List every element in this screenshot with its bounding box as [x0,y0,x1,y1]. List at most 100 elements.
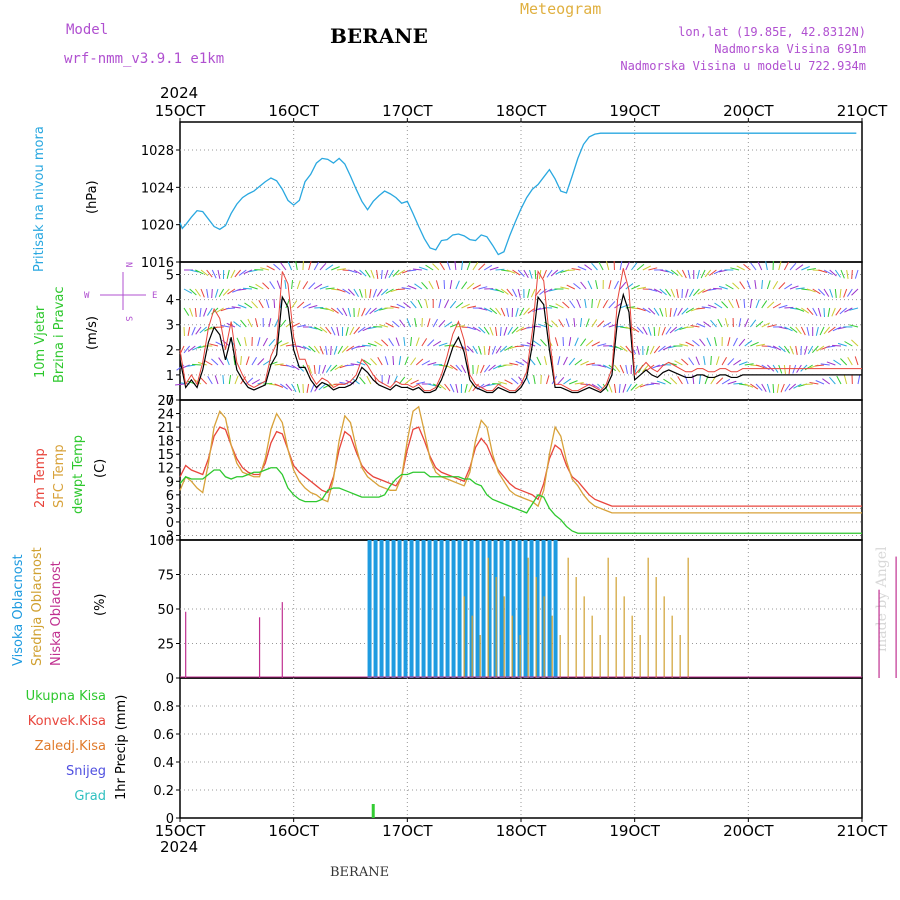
wind-arrow [772,345,782,351]
wind-arrow [543,288,553,294]
wind-arrow [819,326,825,336]
temp-ytick-label: -3 [161,529,174,544]
wind-arrow [642,364,649,373]
x-tick-label-top: 20OCT [723,102,774,120]
wind-arrow [625,364,628,374]
wind-arrow [444,383,451,392]
wind-arrow [738,361,748,366]
wind-arrow [481,383,491,389]
compass-s: S [123,316,133,321]
wind-arrow [461,303,470,309]
wind-arrow [659,307,664,317]
wind-arrow [562,301,570,309]
high-cloud-bar [541,540,546,678]
wind-arrow [302,345,312,351]
wind-arrow [476,364,480,374]
wind-arrow [749,319,757,328]
wind-arrow [291,300,298,309]
wind-arrow [670,288,676,298]
wind-arrow [276,280,281,290]
wind-ytick-label: 1 [166,369,174,384]
wind-arrow [688,357,695,366]
wind-arrow [854,269,859,279]
wind-arrow [631,262,638,271]
wind-arrow [827,326,836,333]
wind-arrow [258,299,264,309]
wind-arrow [728,300,734,309]
wind-arrow [468,383,474,393]
wind-arrow [549,305,558,309]
wind-arrow [713,287,723,290]
wind-arrow [495,307,502,316]
temp-series-2 [179,467,862,534]
wind-arrow [804,345,808,355]
wind-arrow [714,302,723,309]
wind-arrow [571,267,581,271]
wind-arrow [234,269,242,278]
wind-arrow [200,288,205,298]
wind-arrow [403,337,406,347]
wind-arrow [488,364,496,372]
wind-arrow [783,364,786,374]
temp-ytick-label: 21 [157,421,174,436]
wind-arrow [407,285,417,290]
wind-arrow [308,364,313,374]
wind-arrow [815,380,825,385]
wind-arrow [587,280,593,290]
x-axis-bottom: 15OCT 16OCT 17OCT 18OCT 19OCT 20OCT 21OCT [155,818,888,840]
wind-arrow [285,383,293,392]
wind-arrow [410,336,412,347]
wind-arrow [608,280,612,290]
wind-arrow [187,345,196,352]
wind-arrow [744,383,754,388]
wind-arrow [750,262,757,271]
wind-arrow [302,303,312,309]
cloud-ytick-label: 0 [166,672,174,687]
wind-arrow [795,326,802,335]
precip-ytick-label: 0.8 [153,700,174,715]
wind-arrow [444,364,454,369]
wind-arrow [418,266,428,271]
wind-arrow [348,269,358,274]
wind-arrow [356,345,366,348]
x-tick-label-top: 17OCT [382,102,433,120]
panels: 1016102010241028012345-30369121518212427… [141,121,897,827]
wind-arrow [432,383,442,389]
wind-arrow [839,288,842,298]
wind-arrow [642,265,652,271]
wind-arrow [228,375,232,385]
precip-labels: Ukupna Kisa Konvek.Kisa Zaledj.Kisa Snij… [26,689,129,804]
wind-arrow [251,357,258,366]
wind-arrow [743,263,751,271]
wind-arrow [634,383,644,390]
model-name: wrf-nmm_v3.9.1 e1km [64,51,224,67]
high-cloud-bar [553,540,558,678]
wind-arrow [517,288,521,298]
wind-arrow [573,317,576,328]
wind-arrow [279,319,287,328]
wind-arrow [287,261,293,271]
wind-arrow [674,326,683,332]
wind-ytick-label: 4 [166,294,174,309]
temp-ytick-label: 15 [157,448,174,463]
wind-arrow [199,307,202,317]
wind-arrow [703,321,712,328]
wind-arrow [421,281,428,290]
wind-arrow [230,269,236,279]
wind-arrow [849,307,859,311]
wind-arrow [503,326,508,336]
wind-arrow [602,364,612,370]
year-label-bottom: 2024 [160,838,198,856]
wind-arrow [584,299,587,309]
wind-arrow [669,326,678,334]
station-title: BERANE [330,24,428,48]
wind-arrow [359,376,366,385]
wind-arrow [218,357,225,366]
wind-arrow [381,339,389,347]
wind-arrow [237,288,247,291]
wind-arrow [789,285,799,290]
wind-arrow [637,286,647,290]
wind-arrow [274,383,284,388]
precip-label-total: Ukupna Kisa [26,689,106,704]
wind-arrow [713,269,723,275]
